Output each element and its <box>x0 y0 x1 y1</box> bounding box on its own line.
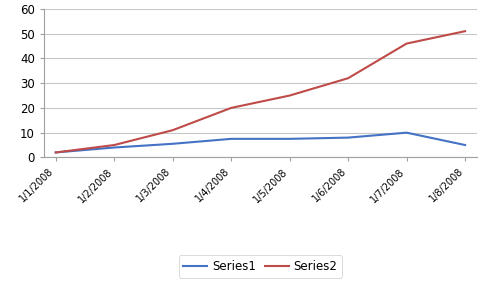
Series1 <box>286 137 292 141</box>
Series1 <box>169 142 175 146</box>
Series1 <box>228 137 234 141</box>
Series2 <box>403 42 408 45</box>
Series1 <box>53 151 59 154</box>
Series1 <box>111 146 117 149</box>
Line: Series2: Series2 <box>56 31 464 152</box>
Series2 <box>111 143 117 147</box>
Series2 <box>461 29 467 33</box>
Series1 <box>461 143 467 147</box>
Series2 <box>169 128 175 132</box>
Series2 <box>228 106 234 110</box>
Series2 <box>345 76 350 80</box>
Series2 <box>53 151 59 154</box>
Line: Series1: Series1 <box>56 133 464 152</box>
Series1 <box>345 136 350 139</box>
Series1 <box>403 131 408 135</box>
Series2 <box>286 94 292 97</box>
Legend: Series1, Series2: Series1, Series2 <box>179 255 341 278</box>
